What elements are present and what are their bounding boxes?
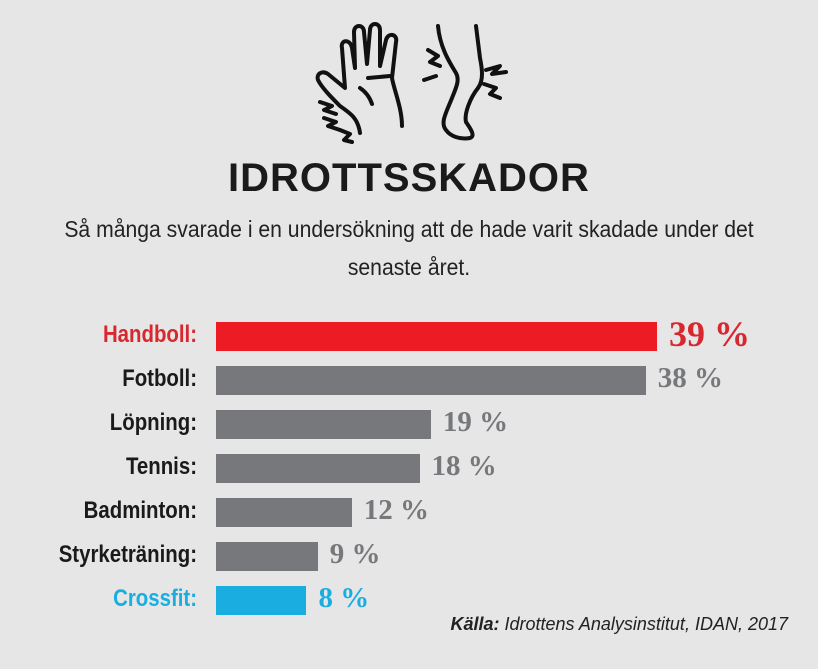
data-label: 8 %	[318, 582, 370, 614]
source-label: Källa:	[450, 614, 500, 634]
bar	[216, 454, 420, 483]
data-label: 18 %	[431, 450, 497, 482]
data-label: 9 %	[329, 538, 381, 570]
injured-hand-and-leg-icon	[315, 22, 508, 144]
bar	[216, 366, 646, 395]
data-label: 12 %	[363, 494, 429, 526]
chart-title: IDROTTSSKADOR	[228, 156, 590, 200]
category-label: Tennis:	[125, 453, 197, 480]
category-label: Styrketräning:	[58, 541, 197, 568]
bar	[216, 322, 657, 351]
chart-subtitle: Så många svarade i en undersökning att d…	[64, 216, 754, 280]
source-text: Idrottens Analysinstitut, IDAN, 2017	[504, 614, 788, 634]
data-label: 38 %	[657, 362, 723, 394]
data-label: 19 %	[442, 406, 509, 438]
bar	[216, 542, 318, 571]
category-label: Fotboll:	[122, 365, 197, 392]
injured-leg-icon	[422, 24, 508, 141]
category-label: Löpning:	[109, 409, 197, 436]
source-note: Källa: Idrottens Analysinstitut, IDAN, 2…	[450, 614, 788, 635]
bar	[216, 586, 307, 615]
bar	[216, 410, 431, 439]
category-label: Handboll:	[102, 321, 197, 348]
category-label: Crossfit:	[113, 585, 197, 612]
injured-hand-icon	[315, 22, 404, 144]
data-label: 39 %	[669, 314, 750, 354]
category-label: Badminton:	[83, 497, 197, 524]
bar	[216, 498, 352, 527]
